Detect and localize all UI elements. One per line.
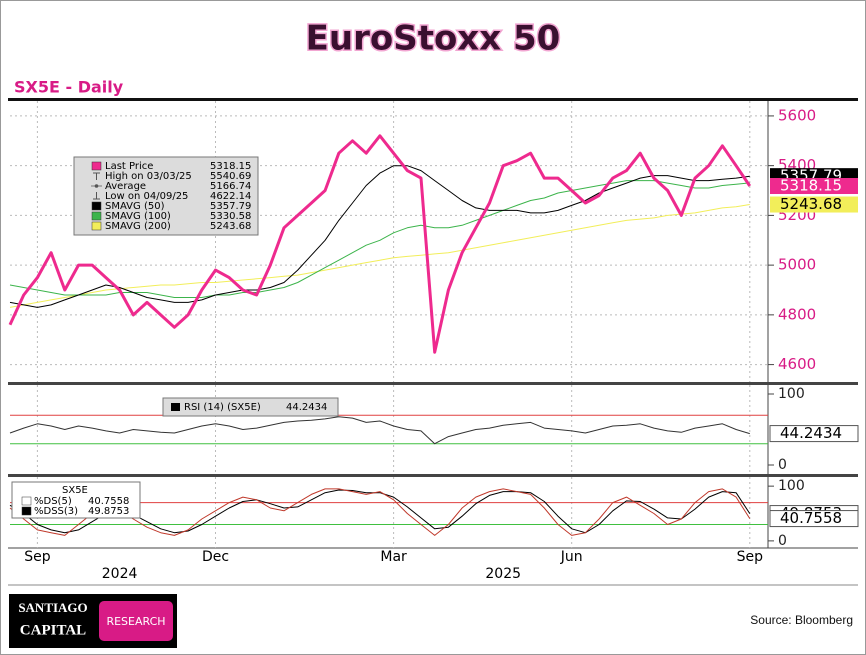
- legend-value: 5243.68: [210, 221, 251, 232]
- value-tag-label: 40.7558: [780, 509, 842, 527]
- x-tick-label: Mar: [380, 549, 407, 565]
- y-tick-label: 0: [778, 457, 787, 473]
- legend-label: High on 03/03/25: [105, 171, 192, 182]
- legend-label: Last Price: [105, 161, 153, 172]
- x-tick-label: Dec: [202, 549, 229, 565]
- value-tag: [769, 510, 859, 528]
- legend-label: %DSS(3): [34, 506, 78, 517]
- legend-box: [162, 397, 339, 417]
- legend-title: SX5E: [62, 485, 88, 496]
- value-tag: [770, 178, 858, 195]
- legend-value: 4622.14: [210, 191, 251, 202]
- x-tick-label: Sep: [24, 549, 51, 565]
- legend-label: SMAVG (200): [105, 221, 171, 232]
- subtitle: SX5E - Daily: [14, 78, 124, 97]
- source: Source: Bloomberg: [750, 613, 853, 627]
- year-label: 2025: [485, 566, 521, 582]
- value-tag-label: 5318.15: [780, 177, 842, 195]
- y-tick-label: 5600: [778, 106, 816, 124]
- y-tick-label: 4800: [778, 305, 816, 323]
- legend-label: Low on 04/09/25: [105, 191, 188, 202]
- legend-swatch: [91, 161, 102, 171]
- legend-value: 49.8753: [88, 506, 129, 517]
- legend-box: [73, 156, 259, 236]
- legend-swatch: [91, 201, 102, 211]
- legend-swatch: [91, 221, 102, 231]
- legend-label: RSI (14) (SX5E): [184, 402, 261, 413]
- x-tick-label: Sep: [737, 549, 764, 565]
- value-tag: [769, 425, 859, 443]
- legend-glyph: [94, 184, 99, 188]
- page-title: EuroStoxx 50: [306, 19, 561, 59]
- series-line: [9, 165, 750, 308]
- logo-text: SANTIAGO: [18, 600, 87, 615]
- series-line: [9, 488, 751, 536]
- legend-swatch: [171, 403, 180, 411]
- logo-badge: [99, 601, 173, 641]
- series-line: [8, 134, 752, 354]
- legend-value: 5318.15: [210, 161, 251, 172]
- y-tick-label: 0: [778, 533, 787, 549]
- value-tag-label: 44.2434: [780, 424, 842, 442]
- panel-divider: [8, 474, 858, 477]
- legend-box: [11, 481, 141, 519]
- y-tick-label: 5000: [778, 256, 816, 274]
- legend-swatch: [21, 506, 32, 516]
- legend-value: 5540.69: [210, 171, 251, 182]
- legend-label: Average: [105, 181, 146, 192]
- logo: SANTIAGO CAPITAL RESEARCH: [9, 594, 177, 648]
- legend-value: 5330.58: [210, 211, 251, 222]
- logo-text: CAPITAL: [20, 622, 86, 638]
- legend-value: 44.2434: [286, 402, 327, 413]
- logo-badge-text: RESEARCH: [106, 615, 165, 628]
- series-line: [9, 204, 750, 308]
- series-line: [9, 416, 750, 445]
- header-rule: [8, 98, 858, 101]
- legend-swatch: [91, 211, 102, 221]
- year-label: 2024: [102, 566, 138, 582]
- legend-label: SMAVG (100): [105, 211, 171, 222]
- value-tag-label: 5243.68: [780, 195, 842, 213]
- panel-divider: [8, 382, 858, 385]
- y-tick-label: 100: [778, 478, 805, 494]
- y-tick-label: 100: [778, 386, 805, 402]
- value-tag: [770, 196, 858, 213]
- legend-label: %DS(5): [34, 496, 72, 507]
- legend-value: 40.7558: [88, 496, 129, 507]
- y-tick-label: 4600: [778, 355, 816, 373]
- legend-value: 5357.79: [210, 201, 251, 212]
- legend-swatch: [21, 496, 32, 506]
- x-tick-label: Jun: [560, 549, 583, 565]
- legend-value: 5166.74: [210, 181, 251, 192]
- legend-label: SMAVG (50): [105, 201, 165, 212]
